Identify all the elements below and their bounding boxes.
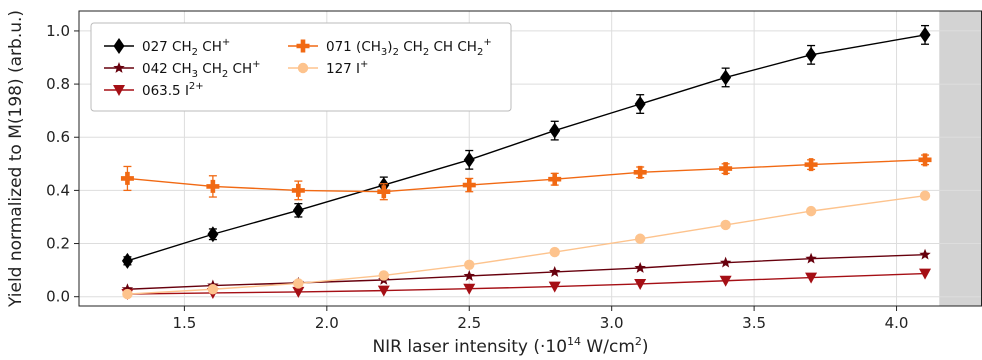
data-point-s071 [206, 179, 220, 193]
series-line-s071 [127, 159, 926, 193]
y-axis-label: Yield normalized to M(198) (arb.u.) [6, 10, 26, 308]
data-point-s027 [121, 252, 133, 269]
data-point-s027 [292, 202, 304, 219]
y-tick-label: 0.6 [46, 128, 70, 146]
legend-label-127: 127 I+ [326, 59, 368, 77]
data-point-s042 [549, 265, 561, 277]
x-axis-label-unit: W/cm [581, 337, 635, 357]
data-point-s027 [549, 122, 561, 139]
data-point-s071 [462, 178, 476, 192]
data-point-s071 [719, 162, 733, 176]
data-point-s071 [120, 171, 134, 185]
x-axis-label: NIR laser intensity (·1014 W/cm2) [372, 335, 648, 357]
data-point-s127 [634, 233, 646, 244]
y-tick-label: 0.0 [46, 288, 70, 306]
y-tick-label: 0.4 [46, 181, 70, 199]
legend-label-027: 027 CH2 CH+ [142, 37, 230, 58]
data-point-s063 [719, 275, 732, 287]
data-point-s071 [291, 183, 305, 197]
x-tick-label: 1.5 [172, 314, 196, 332]
legend-entry-027: 027 CH2 CH+ [104, 37, 230, 58]
legend-entry-071: 071 (CH3)2 CH2 CH CH2+ [288, 37, 492, 58]
data-point-s063 [463, 283, 476, 295]
y-tick-label: 1.0 [46, 22, 70, 40]
y-tick-label: 0.8 [46, 75, 70, 93]
data-point-s071 [633, 165, 647, 179]
legend-marker-s042 [113, 62, 125, 73]
data-point-s042 [121, 283, 134, 295]
data-point-s063 [805, 272, 818, 284]
data-point-s027 [207, 226, 219, 243]
legend-entry-127: 127 I+ [288, 59, 368, 77]
x-axis-label-close: ) [642, 337, 649, 357]
x-tick-label: 3.5 [742, 314, 766, 332]
legend-entry-063: 063.5 I2+ [104, 81, 204, 99]
data-point-s071 [548, 172, 562, 186]
legend-label-071: 071 (CH3)2 CH2 CH CH2+ [326, 37, 492, 58]
data-point-s042 [634, 262, 646, 273]
legend-label-042: 042 CH3 CH2 CH+ [142, 59, 261, 80]
data-point-s127 [378, 270, 389, 281]
series-s071 [120, 153, 932, 201]
data-point-s027 [805, 46, 817, 63]
data-point-s042 [719, 256, 732, 268]
x-tick-label: 2.0 [315, 314, 339, 332]
data-point-s071 [377, 185, 391, 199]
shaded-region-layer [939, 11, 982, 306]
series-s127 [122, 190, 931, 300]
data-point-s027 [634, 96, 646, 113]
x-axis-label-exponent: 14 [567, 335, 581, 348]
data-point-s127 [919, 190, 931, 201]
data-point-s127 [122, 288, 133, 300]
series-line-s127 [127, 195, 926, 295]
x-tick-label: 4.0 [885, 314, 909, 332]
legend-marker-s063 [113, 85, 125, 96]
data-point-s127 [293, 278, 304, 289]
x-tick-label: 2.5 [457, 314, 481, 332]
legend-marker-s027 [113, 38, 125, 54]
data-point-s127 [720, 219, 731, 231]
legend-label-063: 063.5 I2+ [142, 81, 204, 99]
legend-marker-s127 [297, 62, 309, 74]
series-line-s042 [127, 254, 926, 290]
legend: 027 CH2 CH+ 042 CH3 CH2 CH+ 063.5 I2+ 07… [90, 22, 512, 112]
data-point-s127 [549, 246, 560, 258]
x-tick-label: 3.0 [600, 314, 624, 332]
data-point-s127 [207, 284, 219, 295]
series-layer [120, 24, 932, 301]
data-point-s063 [292, 286, 305, 298]
y-tick-label: 0.2 [46, 235, 70, 253]
data-point-s027 [463, 151, 475, 168]
data-point-s063 [634, 278, 647, 290]
data-point-s127 [464, 259, 475, 271]
series-s027 [121, 24, 931, 269]
data-point-s127 [805, 205, 817, 217]
data-point-s027 [919, 26, 931, 43]
x-axis-label-main: NIR laser intensity (·10 [372, 337, 567, 357]
data-point-s063 [919, 268, 932, 280]
series-line-s063 [127, 272, 926, 295]
data-point-s071 [804, 158, 818, 172]
legend-entry-042: 042 CH3 CH2 CH+ [104, 59, 261, 80]
tick-layer: 1.5 2.0 2.5 3.0 3.5 4.0 0.0 0.2 0.4 0.6 0.8 1.0 [46, 22, 908, 332]
data-point-s063 [548, 281, 561, 293]
legend-marker-s071 [296, 39, 310, 53]
data-point-s042 [805, 252, 817, 264]
x-axis-label-unit-exponent: 2 [635, 335, 642, 348]
data-point-s042 [463, 269, 475, 281]
data-point-s071 [918, 153, 932, 167]
data-point-s027 [720, 69, 732, 86]
data-point-s063 [377, 285, 390, 297]
data-point-s042 [919, 248, 931, 260]
shaded-region [939, 11, 982, 306]
series-line-s027 [127, 34, 926, 262]
